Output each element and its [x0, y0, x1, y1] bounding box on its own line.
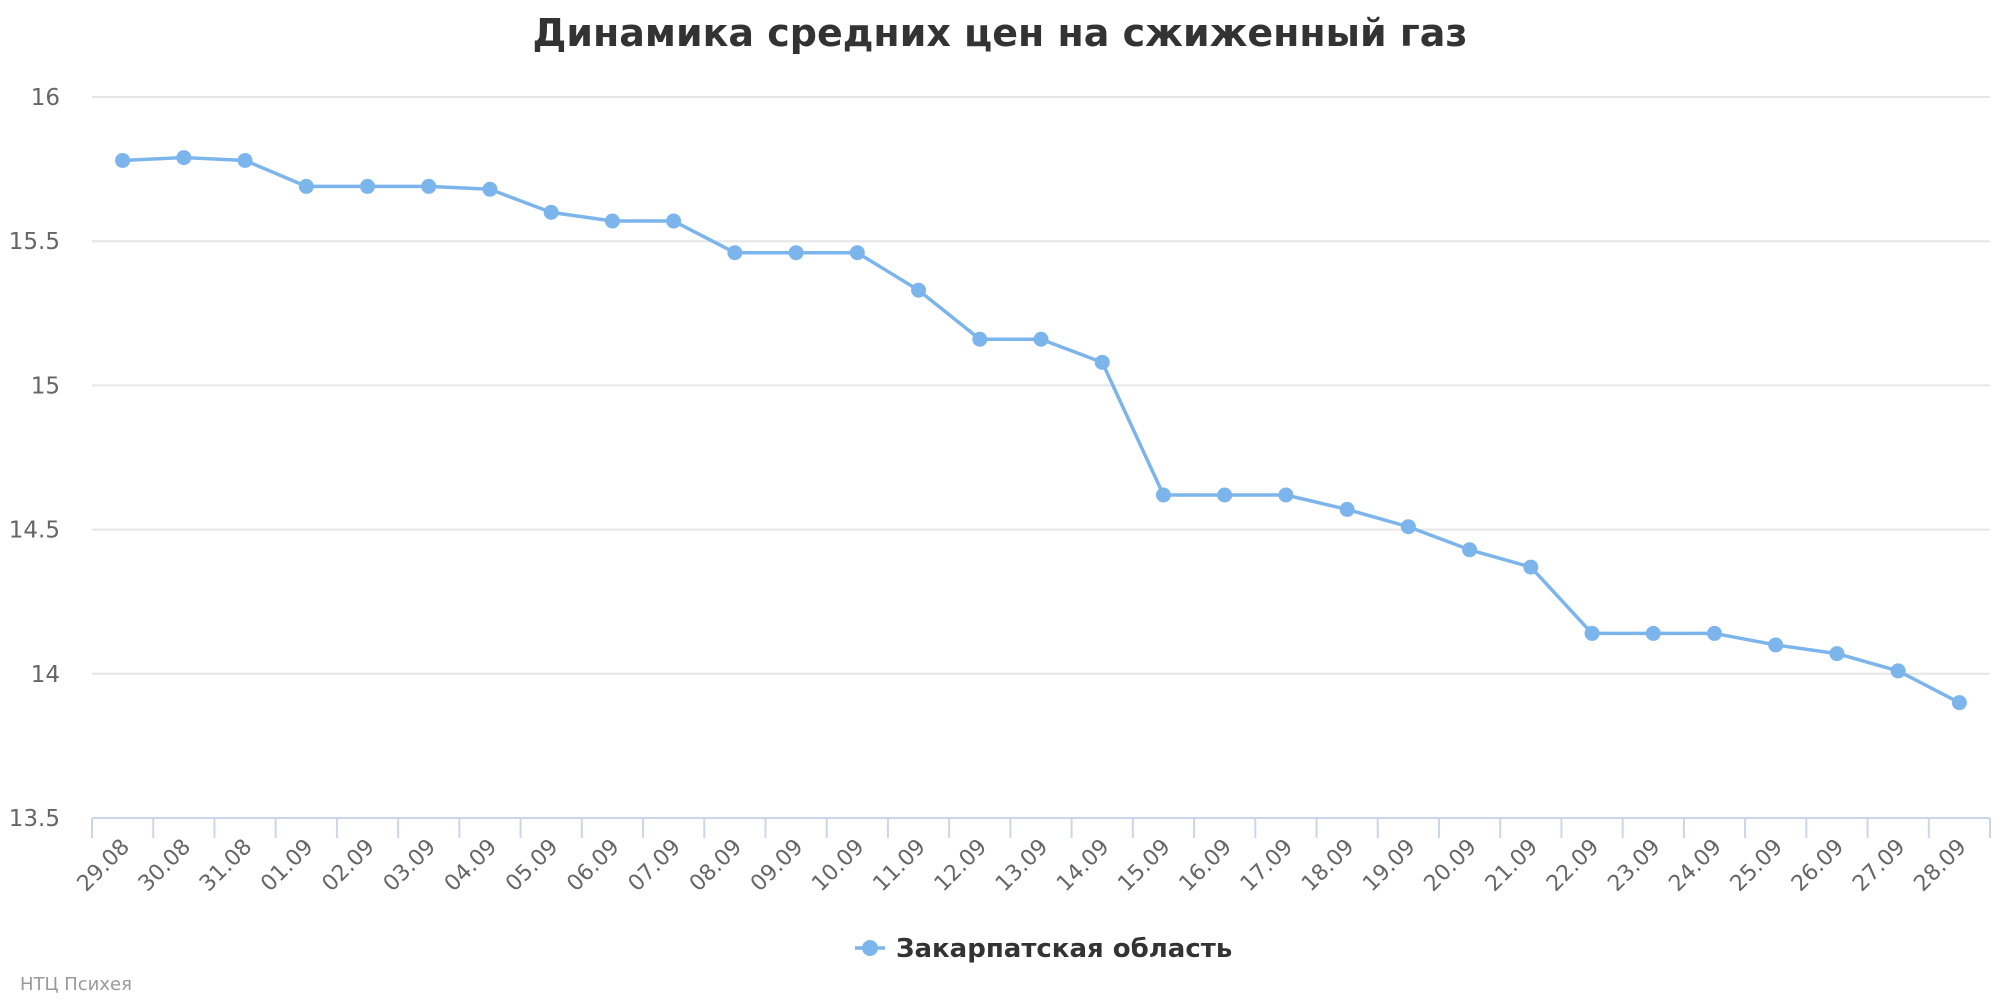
x-axis: 29.08 30.08 31.08 01.09 02.09 03.09 04.09 05.09…	[73, 817, 1991, 897]
data-point[interactable]	[1584, 625, 1600, 641]
y-tick-label: 14.5	[9, 518, 60, 544]
data-point[interactable]	[1094, 354, 1110, 370]
data-point[interactable]	[176, 150, 192, 166]
data-point[interactable]	[911, 282, 927, 298]
x-tick-label: 01.09	[256, 835, 318, 897]
x-tick-label: 06.09	[562, 835, 624, 897]
legend-item-label[interactable]: Закарпатская область	[896, 934, 1232, 964]
y-tick-label: 13.5	[9, 806, 60, 832]
data-point[interactable]	[1768, 637, 1784, 653]
x-tick-label: 28.09	[1909, 835, 1971, 897]
x-tick-label: 16.09	[1175, 835, 1237, 897]
series-layer	[115, 150, 1967, 711]
data-point[interactable]	[298, 178, 314, 194]
x-tick-label: 08.09	[685, 835, 747, 897]
data-point[interactable]	[482, 181, 498, 197]
y-tick-label: 14	[31, 662, 60, 688]
x-tick-label: 15.09	[1113, 835, 1175, 897]
x-tick-label: 11.09	[869, 835, 931, 897]
series-line	[120, 155, 1962, 705]
data-point[interactable]	[727, 245, 743, 261]
x-tick-label: 10.09	[807, 835, 869, 897]
y-axis: 16 15.5 15 14.5 14 13.5	[9, 85, 60, 832]
data-point[interactable]	[1829, 646, 1845, 662]
x-tick-label: 03.09	[379, 835, 441, 897]
y-tick-label: 15	[31, 373, 60, 399]
x-tick-label: 22.09	[1542, 835, 1604, 897]
y-tick-label: 15.5	[9, 229, 60, 255]
x-tick-label: 17.09	[1236, 835, 1298, 897]
data-point[interactable]	[1645, 625, 1661, 641]
y-tick-label: 16	[31, 85, 60, 111]
data-point[interactable]	[1523, 559, 1539, 575]
x-tick-label: 05.09	[501, 835, 563, 897]
x-tick-label: 26.09	[1787, 835, 1849, 897]
x-tick-label: 14.09	[1052, 835, 1114, 897]
data-point[interactable]	[1400, 519, 1416, 535]
data-point[interactable]	[360, 178, 376, 194]
data-point[interactable]	[666, 213, 682, 229]
x-tick-label: 13.09	[991, 835, 1053, 897]
x-tick-label: 02.09	[318, 835, 380, 897]
x-tick-label: 21.09	[1481, 835, 1543, 897]
x-tick-label: 29.08	[73, 835, 135, 897]
x-tick-label: 30.08	[134, 835, 196, 897]
data-point[interactable]	[849, 245, 865, 261]
x-tick-label: 24.09	[1665, 835, 1727, 897]
x-tick-label: 12.09	[930, 835, 992, 897]
x-tick-label: 27.09	[1848, 835, 1910, 897]
legend-marker-symbol	[862, 940, 878, 956]
x-tick-label: 18.09	[1297, 835, 1359, 897]
grid-lines	[92, 96, 1990, 675]
data-point[interactable]	[1951, 695, 1967, 711]
x-tick-label: 20.09	[1420, 835, 1482, 897]
credits[interactable]: НТЦ Психея	[20, 974, 132, 995]
data-point[interactable]	[1033, 331, 1049, 347]
chart-title: Динамика средних цен на сжиженный газ	[533, 11, 1468, 55]
data-point[interactable]	[1706, 625, 1722, 641]
data-point[interactable]	[237, 152, 253, 168]
x-tick-label: 09.09	[746, 835, 808, 897]
data-point[interactable]	[972, 331, 988, 347]
data-point[interactable]	[1278, 487, 1294, 503]
data-point[interactable]	[543, 204, 559, 220]
x-tick-label: 19.09	[1358, 835, 1420, 897]
data-point[interactable]	[1462, 542, 1478, 558]
data-point[interactable]	[604, 213, 620, 229]
data-point[interactable]	[1339, 501, 1355, 517]
data-point[interactable]	[1217, 487, 1233, 503]
data-point[interactable]	[1890, 663, 1906, 679]
data-point[interactable]	[421, 178, 437, 194]
legend[interactable]: Закарпатская область	[855, 934, 1232, 964]
data-point[interactable]	[1155, 487, 1171, 503]
series	[115, 150, 1967, 711]
data-point[interactable]	[788, 245, 804, 261]
x-tick-label: 23.09	[1603, 835, 1665, 897]
x-tick-label: 07.09	[624, 835, 686, 897]
x-tick-label: 25.09	[1726, 835, 1788, 897]
x-tick-label: 31.08	[195, 835, 257, 897]
data-point[interactable]	[115, 152, 131, 168]
x-tick-label: 04.09	[440, 835, 502, 897]
